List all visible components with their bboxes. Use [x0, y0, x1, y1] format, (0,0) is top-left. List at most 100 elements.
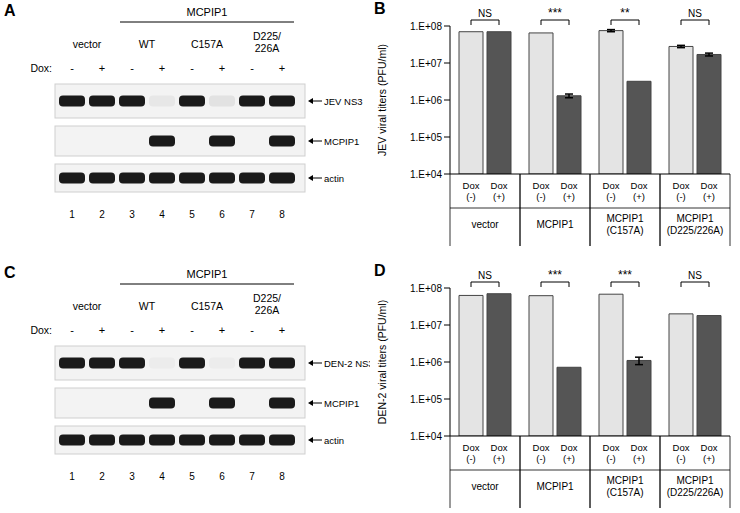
- svg-text:MCPIP1: MCPIP1: [187, 268, 228, 280]
- svg-text:Dox: Dox: [701, 180, 718, 191]
- svg-text:(+): (+): [703, 453, 715, 464]
- svg-text:+: +: [279, 62, 285, 74]
- svg-text:(-): (-): [536, 453, 546, 464]
- svg-text:NS: NS: [478, 270, 492, 281]
- svg-text:(D225/226A): (D225/226A): [667, 225, 724, 236]
- svg-text:MCPIP1: MCPIP1: [187, 6, 228, 18]
- svg-text:3: 3: [129, 209, 135, 220]
- svg-text:actin: actin: [324, 173, 344, 184]
- svg-text:vector: vector: [73, 38, 102, 50]
- svg-text:4: 4: [159, 209, 165, 220]
- svg-text:C: C: [8, 264, 16, 281]
- svg-text:(D225/226A): (D225/226A): [667, 487, 724, 498]
- svg-text:MCPIP1: MCPIP1: [606, 213, 644, 224]
- svg-text:(-): (-): [466, 191, 476, 202]
- svg-text:7: 7: [249, 471, 255, 482]
- svg-text:(-): (-): [606, 191, 616, 202]
- svg-text:A: A: [8, 2, 16, 19]
- svg-text:+: +: [219, 62, 225, 74]
- svg-text:(-): (-): [536, 191, 546, 202]
- svg-text:6: 6: [219, 471, 225, 482]
- svg-text:***: ***: [548, 268, 562, 282]
- svg-text:WT: WT: [139, 300, 156, 312]
- svg-text:(+): (+): [563, 191, 575, 202]
- svg-text:(-): (-): [676, 191, 686, 202]
- svg-text:1.E+07: 1.E+07: [410, 58, 442, 69]
- svg-text:1: 1: [69, 209, 75, 220]
- svg-text:(+): (+): [493, 191, 505, 202]
- svg-text:actin: actin: [324, 435, 344, 446]
- svg-text:MCPIP1: MCPIP1: [324, 136, 359, 147]
- svg-text:Dox: Dox: [673, 442, 690, 453]
- svg-text:MCPIP1: MCPIP1: [536, 219, 574, 230]
- svg-text:Dox: Dox: [533, 442, 550, 453]
- svg-text:MCPIP1: MCPIP1: [676, 213, 714, 224]
- svg-text:(+): (+): [633, 453, 645, 464]
- svg-text:JEV viral titers (PFU/ml): JEV viral titers (PFU/ml): [376, 44, 388, 156]
- svg-text:(C157A): (C157A): [606, 225, 643, 236]
- svg-text:Dox: Dox: [631, 442, 648, 453]
- svg-text:vector: vector: [73, 300, 102, 312]
- svg-text:1.E+06: 1.E+06: [410, 95, 442, 106]
- svg-text:C157A: C157A: [191, 38, 223, 50]
- svg-text:-: -: [190, 324, 194, 336]
- svg-text:C157A: C157A: [191, 300, 223, 312]
- svg-text:***: ***: [548, 6, 562, 20]
- svg-text:1.E+08: 1.E+08: [410, 21, 442, 32]
- svg-text:2: 2: [99, 209, 105, 220]
- svg-text:1.E+06: 1.E+06: [410, 357, 442, 368]
- svg-text:***: ***: [618, 268, 632, 282]
- svg-text:MCPIP1: MCPIP1: [606, 475, 644, 486]
- svg-text:3: 3: [129, 471, 135, 482]
- svg-text:Dox: Dox: [463, 180, 480, 191]
- svg-text:Dox: Dox: [603, 180, 620, 191]
- svg-text:Dox: Dox: [603, 442, 620, 453]
- svg-text:Dox: Dox: [533, 180, 550, 191]
- svg-text:NS: NS: [688, 270, 702, 281]
- svg-text:(+): (+): [703, 191, 715, 202]
- svg-text:DEN-2 NS3: DEN-2 NS3: [324, 358, 370, 369]
- svg-text:(-): (-): [606, 453, 616, 464]
- svg-text:vector: vector: [471, 481, 499, 492]
- svg-text:1.E+05: 1.E+05: [410, 394, 442, 405]
- svg-text:MCPIP1: MCPIP1: [324, 398, 359, 409]
- svg-text:Dox: Dox: [463, 442, 480, 453]
- svg-text:Dox: Dox: [561, 442, 578, 453]
- svg-text:-: -: [250, 324, 254, 336]
- svg-text:-: -: [130, 62, 134, 74]
- svg-text:Dox:: Dox:: [30, 62, 52, 74]
- svg-text:1.E+08: 1.E+08: [410, 283, 442, 294]
- svg-text:NS: NS: [688, 8, 702, 19]
- svg-text:(-): (-): [676, 453, 686, 464]
- svg-text:(+): (+): [563, 453, 575, 464]
- svg-text:+: +: [99, 62, 105, 74]
- svg-text:1: 1: [69, 471, 75, 482]
- svg-text:-: -: [70, 324, 74, 336]
- svg-text:7: 7: [249, 209, 255, 220]
- svg-text:D225/226A: D225/226A: [253, 30, 281, 54]
- svg-text:Dox:: Dox:: [30, 324, 52, 336]
- svg-text:5: 5: [189, 209, 195, 220]
- svg-text:Dox: Dox: [491, 442, 508, 453]
- svg-text:Dox: Dox: [561, 180, 578, 191]
- svg-text:(+): (+): [493, 453, 505, 464]
- svg-text:1.E+05: 1.E+05: [410, 132, 442, 143]
- svg-text:+: +: [159, 62, 165, 74]
- svg-text:(C157A): (C157A): [606, 487, 643, 498]
- svg-text:1.E+04: 1.E+04: [410, 169, 442, 180]
- svg-text:5: 5: [189, 471, 195, 482]
- svg-text:8: 8: [279, 209, 285, 220]
- svg-text:6: 6: [219, 209, 225, 220]
- svg-text:**: **: [620, 6, 630, 20]
- svg-text:JEV NS3: JEV NS3: [324, 96, 363, 107]
- svg-text:Dox: Dox: [631, 180, 648, 191]
- svg-text:WT: WT: [139, 38, 156, 50]
- svg-text:+: +: [279, 324, 285, 336]
- svg-text:-: -: [70, 62, 74, 74]
- svg-text:Dox: Dox: [491, 180, 508, 191]
- svg-text:1.E+04: 1.E+04: [410, 431, 442, 442]
- svg-text:MCPIP1: MCPIP1: [536, 481, 574, 492]
- svg-text:vector: vector: [471, 219, 499, 230]
- svg-text:+: +: [159, 324, 165, 336]
- svg-text:Dox: Dox: [673, 180, 690, 191]
